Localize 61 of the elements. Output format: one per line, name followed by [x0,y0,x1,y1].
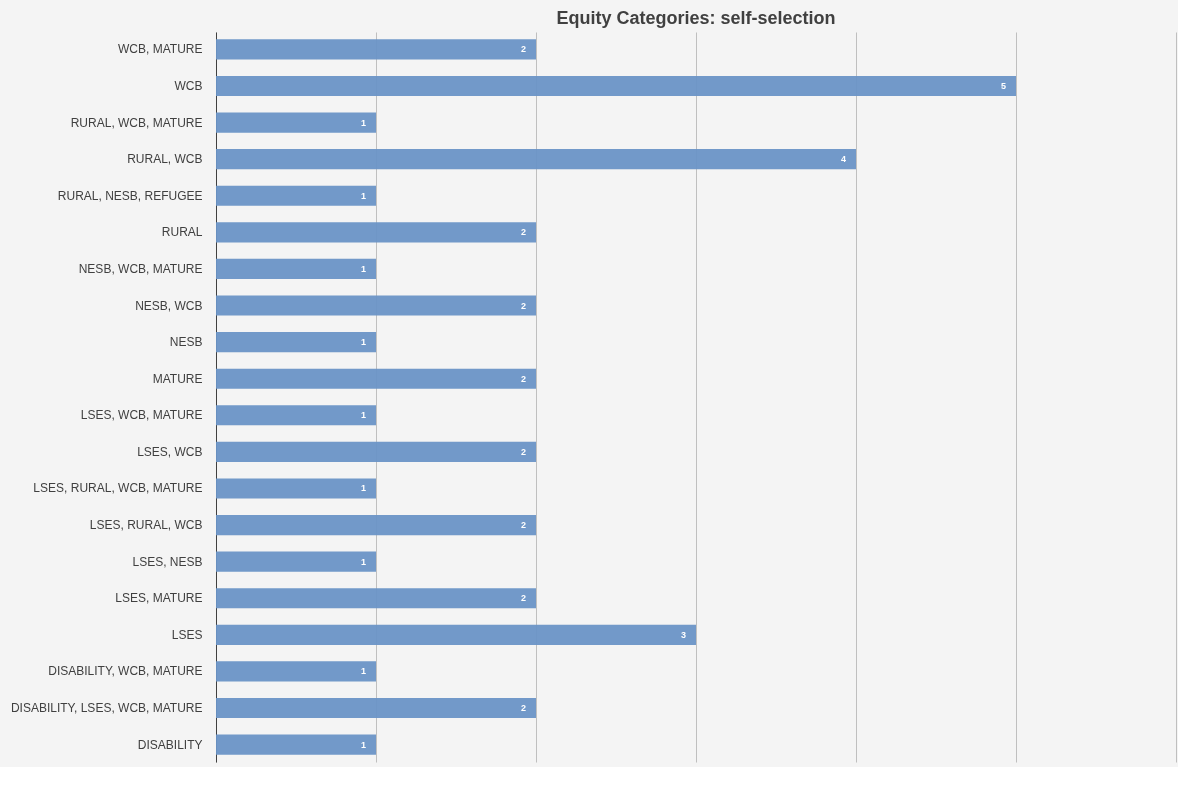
data-label: 4 [840,154,846,165]
bar [216,515,536,536]
data-label: 1 [360,410,366,421]
data-label: 2 [520,44,526,55]
bar [216,258,376,279]
bar [216,295,536,316]
bar [216,588,536,609]
chart-title: Equity Categories: self-selection [556,8,836,28]
data-label: 2 [520,227,526,238]
y-tick-label: NESB [169,335,203,350]
y-tick-label: WCB, MATURE [118,42,203,57]
y-tick-label: DISABILITY, LSES, WCB, MATURE [10,701,203,716]
y-tick-label: MATURE [152,371,203,386]
data-label: 1 [360,337,366,348]
bar [216,185,376,206]
y-tick-label: RURAL, NESB, REFUGEE [57,188,203,203]
bar [216,734,376,755]
data-label: 1 [360,117,366,128]
y-tick-label: RURAL, WCB, MATURE [70,115,203,130]
data-label: 1 [360,666,366,677]
y-tick-label: LSES [171,627,203,642]
bar [216,478,376,499]
data-label: 1 [360,556,366,567]
data-label: 2 [520,300,526,311]
data-label: 1 [360,483,366,494]
bar [216,222,536,243]
y-tick-label: LSES, RURAL, WCB, MATURE [33,481,203,496]
data-label: 2 [520,446,526,457]
bar [216,697,536,719]
data-label: 1 [360,190,366,201]
data-label: 2 [520,520,526,531]
data-label: 3 [680,629,686,640]
y-tick-label: RURAL [161,225,203,240]
y-tick-label: WCB [174,78,203,93]
bar [216,405,376,426]
bar [216,441,536,462]
bar [216,75,1016,97]
bar [216,39,536,60]
data-label: 1 [360,263,366,274]
y-tick-label: LSES, WCB, MATURE [80,408,203,423]
y-tick-label: NESB, WCB [135,298,203,313]
bar [216,551,376,572]
y-tick-label: LSES, MATURE [115,591,203,606]
data-label: 2 [520,373,526,384]
bar [216,149,856,170]
y-tick-label: LSES, NESB [132,554,203,569]
bar [216,368,536,389]
y-tick-label: LSES, RURAL, WCB [89,518,203,533]
y-tick-label: DISABILITY, WCB, MATURE [48,664,203,679]
bar [216,112,376,133]
y-tick-label: LSES, WCB [137,444,203,459]
bar [216,661,376,682]
data-label: 2 [520,703,526,714]
bar [216,624,696,645]
data-label: 1 [360,739,366,750]
data-label: 5 [1000,80,1006,91]
bar [216,332,376,353]
data-label: 2 [520,593,526,604]
y-tick-label: NESB, WCB, MATURE [78,261,203,276]
y-tick-label: DISABILITY [137,737,203,752]
y-tick-label: RURAL, WCB [127,152,203,167]
